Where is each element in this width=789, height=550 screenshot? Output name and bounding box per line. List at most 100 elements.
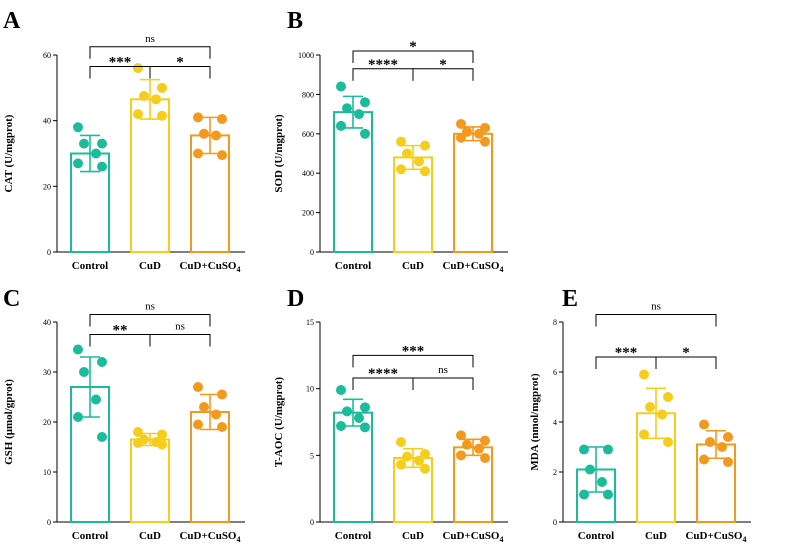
panel-letter: B bbox=[287, 8, 303, 34]
significance-label: ns bbox=[651, 301, 661, 313]
y-tick-label: 10 bbox=[306, 385, 314, 394]
data-point bbox=[699, 454, 709, 465]
data-point bbox=[597, 477, 607, 487]
x-tick-label: CuD bbox=[402, 260, 424, 272]
significance-label: **** bbox=[368, 57, 398, 73]
data-point bbox=[199, 128, 209, 139]
data-point bbox=[474, 128, 484, 139]
data-point bbox=[133, 63, 143, 74]
y-tick-label: 0 bbox=[553, 518, 557, 527]
data-point bbox=[217, 389, 227, 400]
data-point bbox=[663, 392, 673, 402]
significance-label: **** bbox=[368, 366, 398, 382]
x-tick-label: Control bbox=[335, 260, 371, 272]
data-point bbox=[79, 367, 89, 377]
data-point bbox=[336, 421, 346, 431]
data-point bbox=[217, 422, 227, 432]
significance-label: ns bbox=[145, 33, 155, 45]
y-tick-label: 8 bbox=[553, 318, 557, 327]
y-tick-label: 0 bbox=[310, 518, 314, 527]
data-point bbox=[342, 103, 352, 114]
data-point bbox=[456, 118, 466, 129]
x-tick-label: Control bbox=[578, 530, 614, 542]
data-point bbox=[603, 444, 613, 455]
data-point bbox=[97, 432, 107, 442]
y-tick-label: 0 bbox=[47, 518, 51, 527]
data-point bbox=[396, 437, 406, 447]
y-axis-label: GSH (μmol/gprot) bbox=[3, 379, 15, 465]
data-point bbox=[717, 442, 727, 452]
data-point bbox=[97, 357, 107, 367]
bar bbox=[130, 98, 170, 253]
data-point bbox=[414, 156, 424, 167]
significance-label: * bbox=[682, 345, 690, 361]
significance-bracket bbox=[595, 314, 717, 327]
x-tick-label: Control bbox=[72, 260, 108, 272]
x-tick-label: CuD+CuSO4 bbox=[179, 260, 240, 274]
data-point bbox=[705, 437, 715, 447]
data-point bbox=[456, 450, 466, 461]
data-point bbox=[462, 439, 472, 450]
y-tick-label: 10 bbox=[43, 468, 51, 477]
data-point bbox=[420, 140, 430, 151]
y-tick-label: 5 bbox=[310, 451, 314, 460]
data-point bbox=[73, 122, 83, 133]
y-tick-label: 60 bbox=[43, 51, 51, 60]
data-point bbox=[91, 148, 101, 159]
data-point bbox=[420, 166, 430, 177]
panel-letter: C bbox=[3, 286, 20, 312]
panel-letter: D bbox=[287, 286, 304, 312]
panel-letter: A bbox=[3, 8, 21, 34]
significance-label: ** bbox=[113, 323, 128, 339]
y-tick-label: 0 bbox=[47, 248, 51, 257]
x-tick-label: CuD+CuSO4 bbox=[442, 530, 503, 544]
y-tick-label: 200 bbox=[302, 209, 314, 218]
x-tick-label: CuD bbox=[402, 530, 424, 542]
data-point bbox=[139, 91, 149, 102]
data-point bbox=[396, 459, 406, 470]
significance-bracket bbox=[412, 68, 474, 81]
data-point bbox=[420, 449, 430, 459]
y-axis-label: CAT (U/mgprot) bbox=[3, 114, 15, 192]
data-point bbox=[336, 81, 346, 92]
significance-bracket bbox=[352, 50, 474, 64]
x-tick-label: Control bbox=[335, 530, 371, 542]
data-point bbox=[699, 419, 709, 430]
y-tick-label: 40 bbox=[43, 117, 51, 126]
data-point bbox=[639, 429, 649, 440]
significance-bracket bbox=[412, 377, 474, 390]
data-point bbox=[402, 451, 412, 462]
y-tick-label: 40 bbox=[43, 318, 51, 327]
data-point bbox=[723, 457, 733, 467]
y-tick-label: 400 bbox=[302, 169, 314, 178]
data-point bbox=[73, 158, 83, 169]
x-tick-label: CuD+CuSO4 bbox=[685, 530, 746, 544]
y-tick-label: 6 bbox=[553, 368, 557, 377]
data-point bbox=[73, 412, 83, 422]
data-point bbox=[480, 136, 490, 147]
significance-label: * bbox=[176, 54, 184, 70]
data-point bbox=[396, 164, 406, 175]
y-tick-label: 4 bbox=[553, 418, 557, 427]
data-point bbox=[73, 344, 83, 355]
data-point bbox=[474, 443, 484, 454]
significance-label: * bbox=[409, 39, 417, 55]
data-point bbox=[456, 132, 466, 143]
data-point bbox=[217, 150, 227, 161]
data-point bbox=[360, 422, 370, 433]
data-point bbox=[360, 97, 370, 108]
y-tick-label: 15 bbox=[306, 318, 314, 327]
x-tick-label: CuD+CuSO4 bbox=[442, 260, 503, 274]
significance-bracket bbox=[655, 356, 717, 369]
data-point bbox=[723, 432, 733, 442]
significance-label: ns bbox=[145, 301, 155, 313]
data-point bbox=[97, 138, 107, 149]
data-point bbox=[193, 148, 203, 159]
y-tick-label: 2 bbox=[553, 468, 557, 477]
data-point bbox=[480, 435, 490, 446]
data-point bbox=[414, 455, 424, 466]
data-point bbox=[133, 109, 143, 120]
data-point bbox=[217, 114, 227, 125]
data-point bbox=[396, 136, 406, 147]
